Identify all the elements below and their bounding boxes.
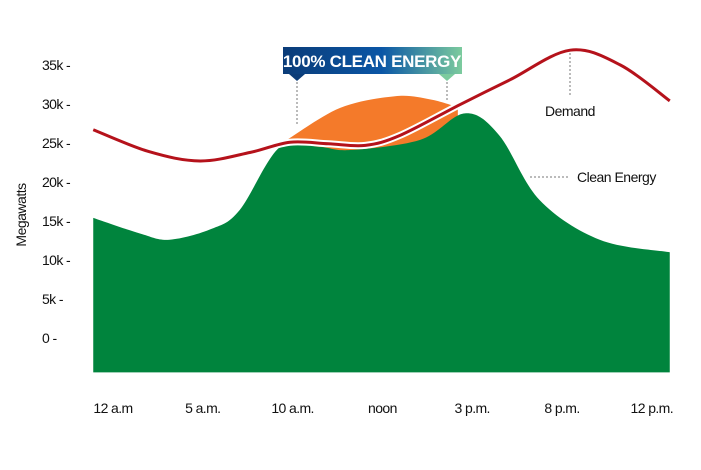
- x-tick-label: 5 a.m.: [185, 400, 220, 416]
- y-tick-label: 0 -: [42, 330, 57, 346]
- x-tick-label: 3 p.m.: [455, 400, 490, 416]
- y-tick-label: 20k -: [42, 174, 71, 190]
- demand-line: [92, 48, 671, 163]
- y-tick-label: 35k -: [42, 57, 71, 73]
- x-tick-label: noon: [368, 400, 397, 416]
- y-tick-label: 15k -: [42, 213, 71, 229]
- banner: 100% CLEAN ENERGY: [283, 47, 462, 125]
- y-tick-label: 10k -: [42, 252, 71, 268]
- y-tick-label: 30k -: [42, 96, 71, 112]
- y-axis: 0 - 5k - 10k - 15k - 20k - 25k - 30k - 35k -: [42, 57, 72, 346]
- clean-energy-label: Clean Energy: [577, 169, 656, 185]
- y-tick-label: 25k -: [42, 135, 71, 151]
- x-tick-label: 12 a.m: [93, 400, 132, 416]
- banner-text: 100% CLEAN ENERGY: [283, 52, 462, 71]
- x-tick-label: 10 a.m.: [271, 400, 314, 416]
- demand-label: Demand: [545, 103, 595, 119]
- surplus-area: [288, 95, 458, 151]
- x-axis: 12 a.m 5 a.m. 10 a.m. noon 3 p.m. 8 p.m. 12 p.…: [93, 400, 673, 416]
- y-tick-label: 5k -: [42, 291, 64, 307]
- clean-energy-area: [93, 113, 670, 373]
- y-axis-label: Megawatts: [13, 183, 29, 247]
- x-tick-label: 8 p.m.: [544, 400, 579, 416]
- x-tick-label: 12 p.m.: [631, 400, 674, 416]
- banner-background: [283, 47, 462, 74]
- banner-pointer-right: [439, 74, 455, 81]
- banner-pointer-left: [289, 74, 305, 81]
